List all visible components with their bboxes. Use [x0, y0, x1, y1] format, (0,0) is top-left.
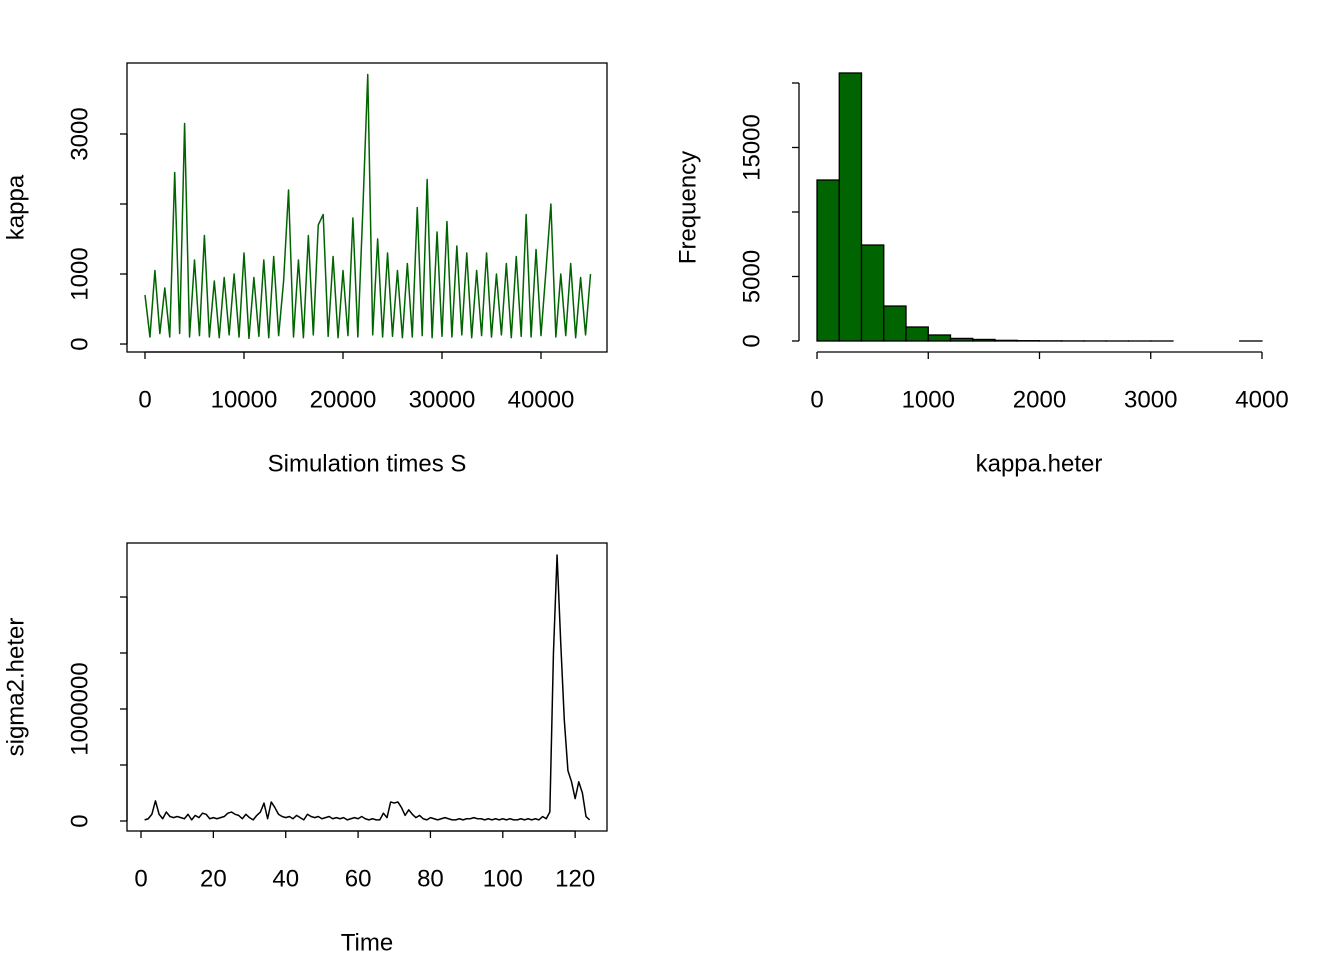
x-axis-label: Simulation times S [268, 450, 467, 477]
y-tick-label: 0 [66, 337, 93, 350]
x-axis-label: kappa.heter [976, 450, 1103, 477]
x-tick-label: 3000 [1124, 386, 1177, 413]
x-tick-label: 0 [138, 386, 151, 413]
histogram-bar [905, 326, 929, 342]
y-tick-label: 0 [66, 814, 93, 827]
data-line [144, 73, 592, 340]
plot-box [126, 542, 608, 832]
y-tick-label: 1000000 [66, 662, 93, 755]
y-axis-label: sigma2.heter [2, 618, 29, 757]
x-tick-label: 0 [134, 865, 147, 892]
y-tick-label: 15000 [738, 114, 765, 181]
x-tick-label: 100 [483, 865, 523, 892]
y-axis-label: kappa [2, 174, 29, 240]
histogram-bar [860, 244, 885, 342]
x-tick-label: 20000 [310, 386, 377, 413]
x-tick-label: 10000 [211, 386, 278, 413]
x-axis-label: Time [341, 929, 393, 956]
histogram-bar [927, 334, 952, 342]
data-line [144, 554, 591, 821]
histogram-bar [994, 339, 1018, 342]
y-axis-label: Frequency [674, 151, 701, 264]
x-tick-label: 30000 [409, 386, 476, 413]
y-tick-label: 1000 [66, 247, 93, 300]
x-tick-label: 0 [810, 386, 823, 413]
x-tick-label: 20 [200, 865, 227, 892]
x-tick-label: 80 [417, 865, 444, 892]
x-tick-label: 40000 [508, 386, 575, 413]
x-tick-label: 60 [345, 865, 372, 892]
histogram-bar [816, 179, 840, 342]
x-tick-label: 40 [272, 865, 299, 892]
y-tick-label: 0 [738, 334, 765, 347]
x-tick-label: 1000 [902, 386, 955, 413]
histogram-bar [838, 72, 863, 342]
x-tick-label: 2000 [1013, 386, 1066, 413]
histogram-bar [883, 305, 907, 342]
x-tick-label: 120 [555, 865, 595, 892]
y-tick-label: 3000 [66, 107, 93, 160]
x-tick-label: 4000 [1235, 386, 1288, 413]
histogram-bar [972, 338, 996, 342]
histogram-bar [949, 337, 974, 342]
y-tick-label: 5000 [738, 250, 765, 303]
